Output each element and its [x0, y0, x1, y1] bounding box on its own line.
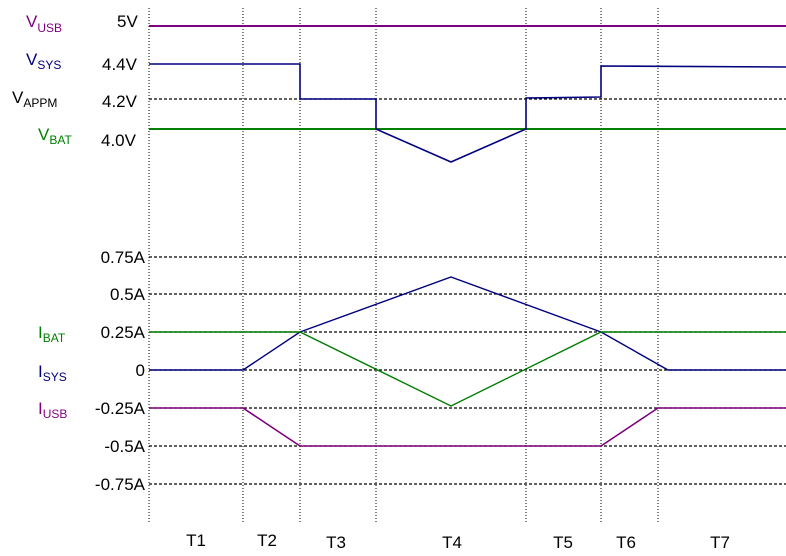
- phase-label-t2: T2: [257, 531, 277, 550]
- tick-label: 0.5A: [110, 285, 146, 304]
- current-tick-labels: 0.75A 0.5A 0.25A 0 -0.25A -0.5A -0.75A: [95, 248, 146, 494]
- phase-label-t7: T7: [710, 533, 730, 552]
- vusb-label: VUSB: [26, 12, 62, 35]
- vsys-label: VSYS: [26, 50, 61, 72]
- phase-label-t3: T3: [326, 533, 346, 552]
- isys-label: ISYS: [38, 362, 67, 384]
- tick-label: -0.5A: [104, 437, 145, 456]
- vusb-value: 5V: [117, 12, 138, 31]
- reference-lines: [149, 98, 786, 485]
- vappm-value: 4.2V: [102, 92, 138, 111]
- isys-trace: [149, 276, 786, 371]
- current-labels: IBAT ISYS IUSB: [38, 323, 67, 421]
- phase-label-t5: T5: [553, 533, 573, 552]
- tick-label: 0.25A: [101, 323, 146, 342]
- voltage-labels: VUSB 5V VSYS 4.4V VAPPM 4.2V VBAT 4.0V: [12, 12, 138, 150]
- ibat-trace: [149, 331, 786, 407]
- vsys-value: 4.4V: [102, 55, 138, 74]
- vappm-label: VAPPM: [12, 88, 57, 110]
- tick-label: -0.25A: [95, 399, 146, 418]
- iusb-label: IUSB: [38, 399, 67, 421]
- tick-label: -0.75A: [95, 475, 146, 494]
- vbat-value: 4.0V: [101, 131, 137, 150]
- phase-label-t1: T1: [186, 531, 206, 550]
- phase-label-t4: T4: [442, 533, 462, 552]
- iusb-trace: [149, 407, 786, 447]
- tick-label: 0.75A: [101, 248, 146, 267]
- vbat-label: VBAT: [38, 125, 72, 147]
- phase-label-t6: T6: [616, 533, 636, 552]
- tick-label: 0: [136, 361, 145, 380]
- ibat-label: IBAT: [38, 323, 66, 345]
- phase-labels: T1 T2 T3 T4 T5 T6 T7: [186, 531, 730, 552]
- phase-boundaries: [148, 8, 659, 522]
- vsys-trace: [149, 63, 786, 163]
